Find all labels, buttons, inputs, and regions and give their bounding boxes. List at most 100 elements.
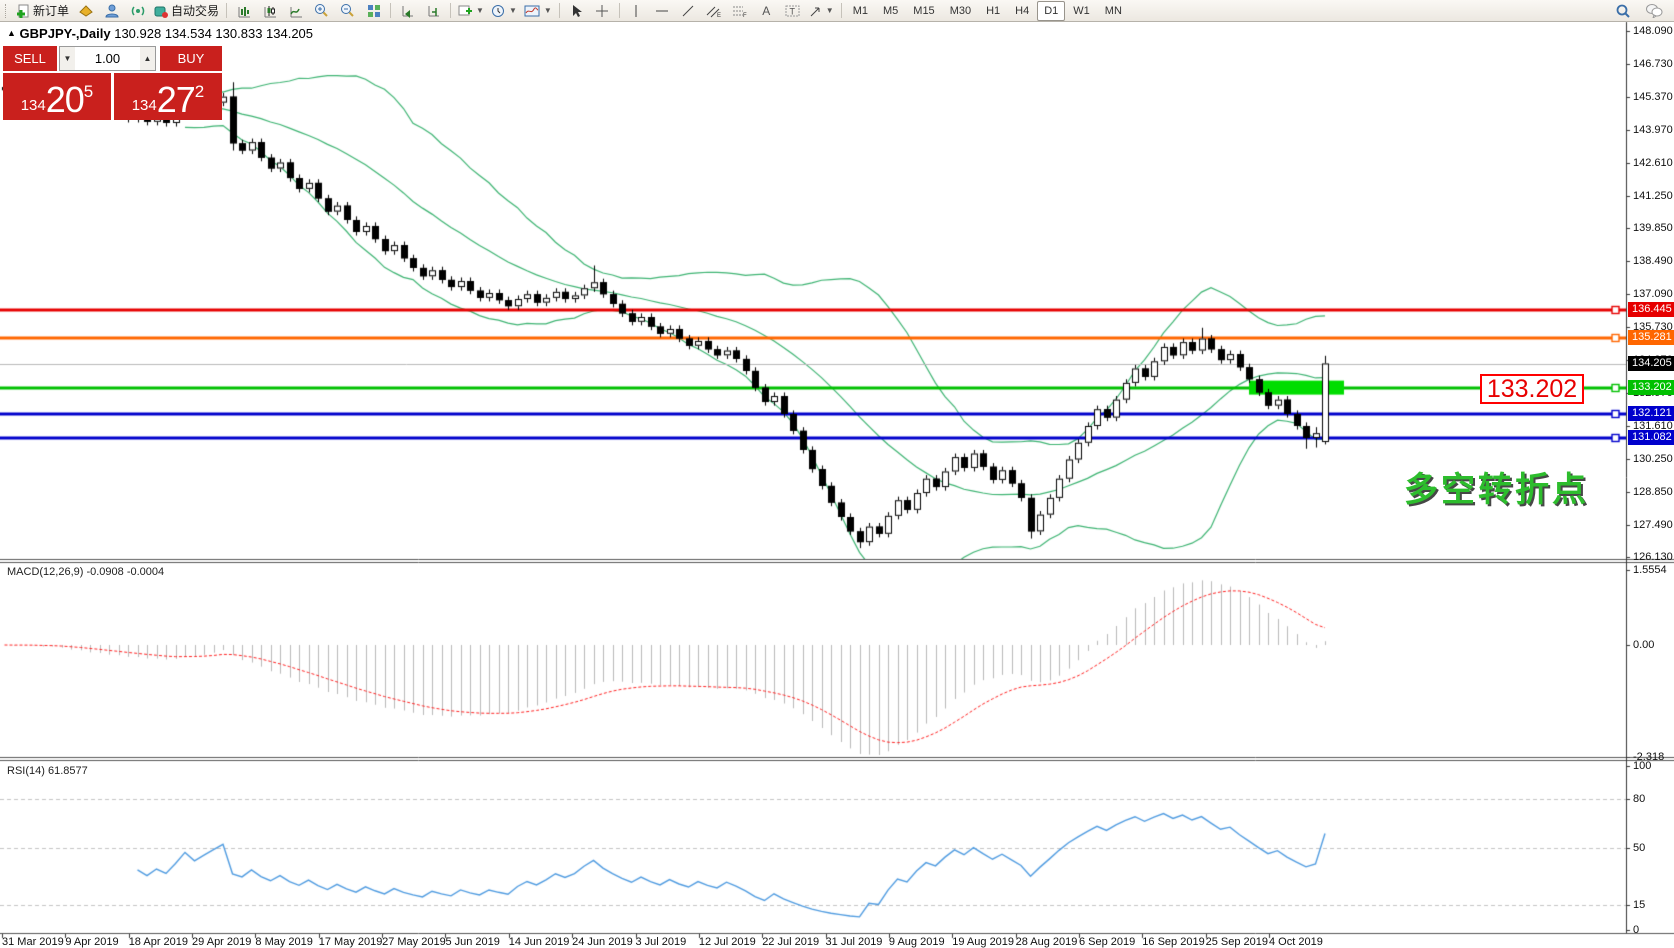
new-order-label: 新订单: [33, 4, 70, 18]
line-chart-icon: [289, 6, 302, 17]
current-price-tag: 134.205: [1628, 356, 1674, 371]
zoom-in-button[interactable]: [309, 1, 334, 21]
volume-increase-button[interactable]: ▲: [140, 47, 155, 70]
price-tick: 142.610: [1633, 156, 1673, 169]
hline-tool-button[interactable]: [650, 1, 675, 21]
price-tick: 137.090: [1633, 288, 1673, 301]
macd-scale-tick: 1.5554: [1633, 564, 1667, 576]
timeframe-button-w1[interactable]: W1: [1073, 4, 1090, 17]
volume-spinner: ▼ ▲: [59, 46, 156, 71]
timeframe-button-mn[interactable]: MN: [1104, 4, 1122, 17]
market-button[interactable]: [99, 1, 124, 21]
level-price-label[interactable]: 133.202: [1480, 374, 1584, 404]
buy-price-display[interactable]: 134 27 2: [114, 73, 222, 120]
sell-price-display[interactable]: 134 20 5: [3, 73, 111, 120]
hline-price-tag[interactable]: 131.082: [1628, 430, 1674, 445]
volume-decrease-button[interactable]: ▼: [60, 47, 75, 70]
hline-price-tag[interactable]: 133.202: [1628, 380, 1674, 395]
person-icon: [105, 4, 119, 17]
fibonacci-icon: F: [733, 6, 747, 18]
template-icon: [524, 5, 540, 16]
chart-title: ▲ GBPJPY-,Daily 130.928 134.534 130.833 …: [7, 26, 313, 41]
indicators-button[interactable]: ▼: [455, 1, 487, 21]
new-order-icon: [17, 4, 29, 18]
sell-price-big: 20: [45, 79, 85, 120]
auto-scroll-button[interactable]: [395, 1, 420, 21]
date-label: 3 Jul 2019: [635, 936, 687, 948]
signals-button[interactable]: [125, 1, 150, 21]
rsi-scale-tick: 100: [1633, 760, 1652, 772]
date-label: 29 Apr 2019: [192, 936, 252, 948]
templates-button[interactable]: ▼: [521, 1, 555, 21]
svg-text:T: T: [789, 6, 795, 16]
indicators-icon: [458, 5, 473, 15]
svg-text:F: F: [743, 13, 747, 18]
date-label: 12 Jul 2019: [698, 936, 756, 948]
search-button[interactable]: [1610, 1, 1635, 21]
price-tick: 143.970: [1633, 123, 1673, 136]
hline-price-tag[interactable]: 135.281: [1628, 330, 1674, 345]
trendline-tool-button[interactable]: [676, 1, 701, 21]
buy-price-sup: 2: [194, 82, 205, 101]
chart-shift-button[interactable]: [421, 1, 446, 21]
tile-windows-button[interactable]: [361, 1, 386, 21]
hline-price-tag[interactable]: 136.445: [1628, 302, 1674, 317]
timeframe-group: M1 M5 M15 M30 H1 H4 D1 W1 MN: [846, 0, 1129, 21]
sell-button[interactable]: SELL: [3, 46, 57, 71]
alerts-button[interactable]: [73, 1, 98, 21]
buy-button[interactable]: BUY: [160, 46, 222, 71]
new-order-button[interactable]: 新订单: [13, 1, 72, 21]
search-icon: [1616, 4, 1630, 18]
timeframe-button-h1[interactable]: H1: [986, 4, 1001, 17]
price-tick: 148.090: [1633, 25, 1673, 37]
hline-price-tag[interactable]: 132.121: [1628, 406, 1674, 421]
text-tool-icon: A: [762, 3, 771, 18]
zoom-out-button[interactable]: [335, 1, 360, 21]
dropdown-caret-icon: ▼: [476, 6, 484, 15]
rsi-label: RSI(14) 61.8577: [7, 765, 88, 777]
dropdown-caret-icon: ▼: [508, 6, 517, 15]
collapse-arrow-icon[interactable]: ▲: [7, 28, 16, 38]
text-tool-button[interactable]: A: [754, 1, 779, 21]
arrows-tool-button[interactable]: ▼: [806, 1, 837, 21]
vline-tool-button[interactable]: [624, 1, 649, 21]
timeframe-button-m15[interactable]: M15: [913, 4, 935, 17]
timeframe-button-m1[interactable]: M1: [852, 4, 868, 17]
toolbar-grip[interactable]: [5, 3, 9, 18]
svg-text:E: E: [717, 13, 721, 18]
timeframe-button-d1[interactable]: D1: [1037, 0, 1066, 21]
timeframe-button-m30[interactable]: M30: [949, 4, 972, 17]
price-tick: 128.850: [1633, 485, 1673, 498]
price-tick: 138.490: [1633, 255, 1673, 268]
sell-price-sup: 5: [83, 82, 94, 101]
chat-icon: [1645, 4, 1662, 18]
signal-icon: [131, 6, 144, 15]
date-label: 17 May 2019: [318, 936, 383, 948]
bar-chart-button[interactable]: [231, 1, 256, 21]
volume-input[interactable]: [75, 47, 140, 70]
dropdown-caret-icon: ▼: [825, 6, 834, 15]
autotrade-button[interactable]: 自动交易: [151, 1, 222, 21]
candle-chart-button[interactable]: [257, 1, 282, 21]
label-tool-button[interactable]: T: [780, 1, 805, 21]
date-label: 5 Jun 2019: [445, 936, 500, 948]
chat-button[interactable]: [1641, 1, 1666, 21]
price-tick: 127.490: [1633, 518, 1673, 531]
date-label: 14 Jun 2019: [508, 936, 570, 948]
timeframe-button-h4[interactable]: H4: [1015, 4, 1030, 17]
turning-point-annotation[interactable]: 多空转折点: [1404, 471, 1589, 509]
periods-button[interactable]: ▼: [488, 1, 520, 21]
timeframe-button-m5[interactable]: M5: [883, 4, 899, 17]
horizontal-line-icon: [656, 10, 669, 11]
vertical-line-icon: [635, 4, 637, 17]
crosshair-button[interactable]: [590, 1, 615, 21]
fibonacci-tool-button[interactable]: F: [728, 1, 753, 21]
rsi-scale-tick: 50: [1633, 842, 1646, 854]
cursor-button[interactable]: [564, 1, 589, 21]
macd-label: MACD(12,26,9) -0.0908 -0.0004: [7, 566, 165, 578]
line-chart-button[interactable]: [283, 1, 308, 21]
price-tick: 141.250: [1633, 189, 1673, 202]
channel-tool-button[interactable]: E: [702, 1, 727, 21]
